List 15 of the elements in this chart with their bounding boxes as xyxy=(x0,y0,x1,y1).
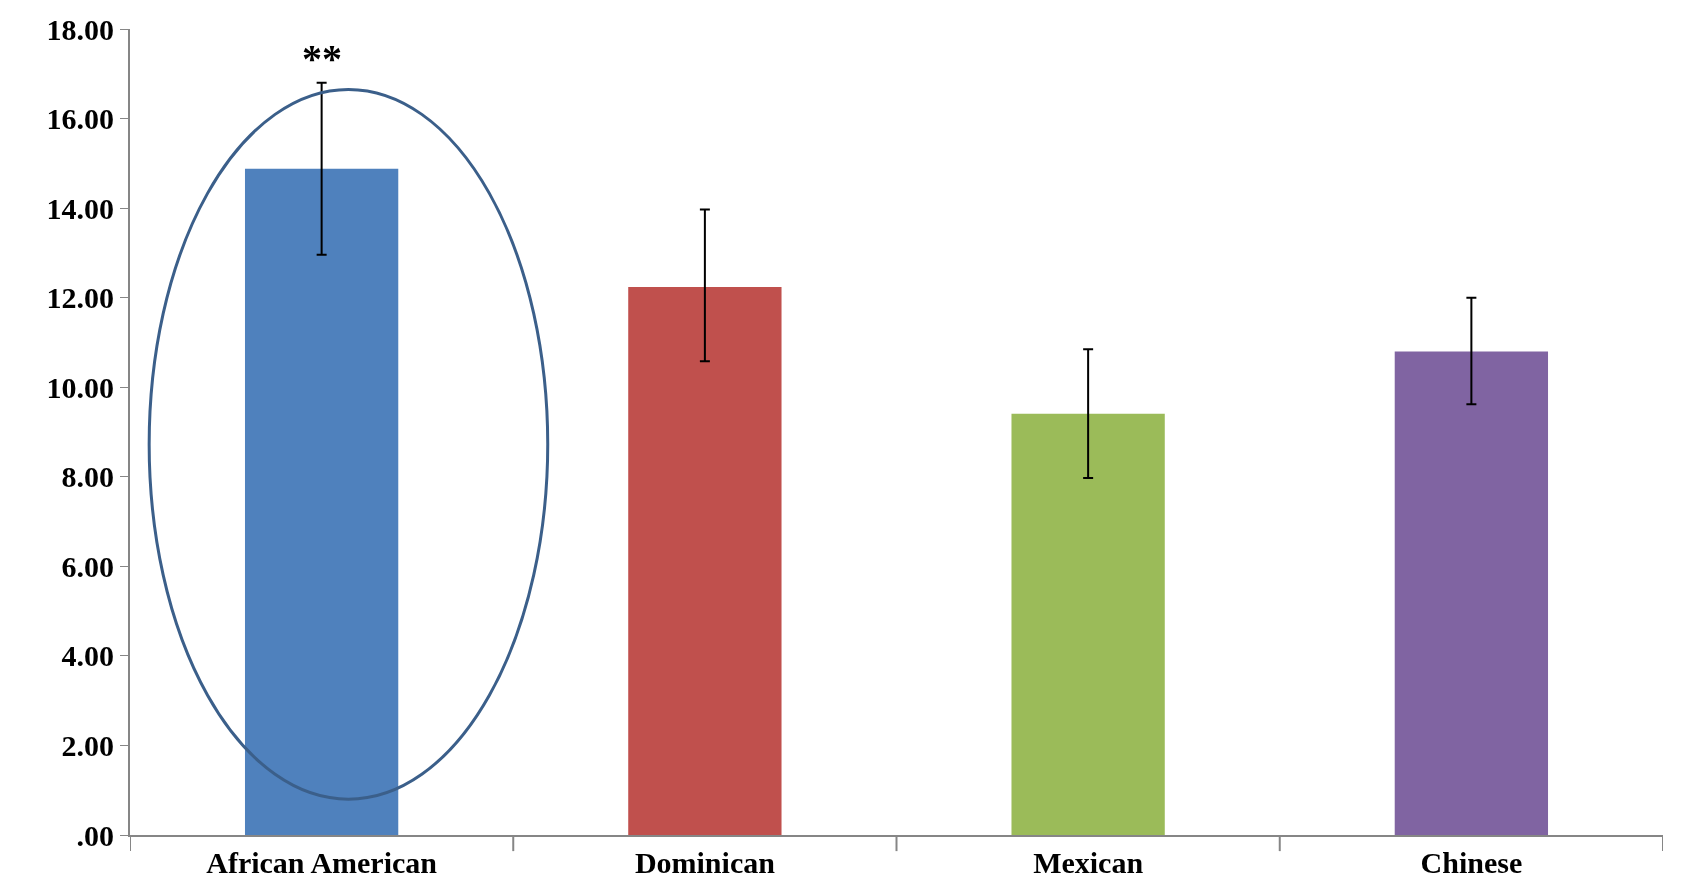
y-tick-label: 12.00 xyxy=(46,281,114,315)
x-tick-label: Dominican xyxy=(634,846,776,879)
y-tick-label: 2.00 xyxy=(61,728,114,762)
annotation: ** xyxy=(302,36,342,81)
y-tick-label: 4.00 xyxy=(61,639,114,673)
y-tick-label: 10.00 xyxy=(46,370,114,404)
y-tick-label: 8.00 xyxy=(61,460,114,494)
x-tick-label: Chinese xyxy=(1420,846,1523,879)
y-tick-label: 6.00 xyxy=(61,549,114,583)
y-tick-label: 16.00 xyxy=(46,102,114,136)
x-tick-label: Mexican xyxy=(1033,846,1144,879)
y-tick-label: 14.00 xyxy=(46,191,114,225)
y-tick-label: .00 xyxy=(76,818,114,852)
y-tick-label: 18.00 xyxy=(46,12,114,46)
x-tick-label: African American xyxy=(206,846,438,879)
